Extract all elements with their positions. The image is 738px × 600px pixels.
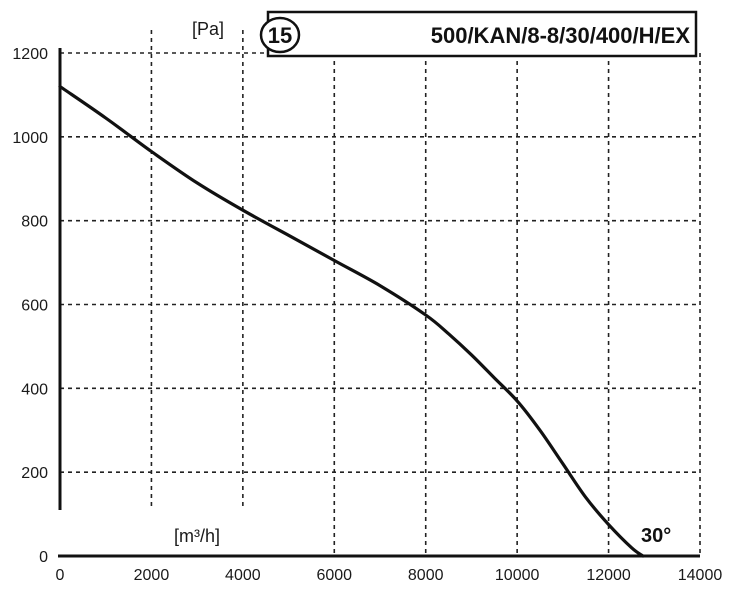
chart-grid	[60, 30, 701, 556]
x-tick-label-14000: 14000	[678, 567, 723, 584]
x-tick-label-0: 0	[56, 567, 65, 584]
x-tick-label-4000: 4000	[225, 567, 261, 584]
y-tick-label-800: 800	[21, 214, 48, 231]
y-tick-label-400: 400	[21, 381, 48, 398]
header-badge-number: 15	[268, 23, 292, 48]
x-tick-label-12000: 12000	[586, 567, 631, 584]
header-model-code: 500/KAN/8-8/30/400/H/EX	[431, 23, 691, 48]
series-label-30deg: 30°	[641, 525, 671, 547]
chart-series	[58, 84, 645, 558]
y-tick-label-200: 200	[21, 465, 48, 482]
x-tick-label-8000: 8000	[408, 567, 444, 584]
y-unit-background	[188, 16, 232, 40]
chart-header: 15 500/KAN/8-8/30/400/H/EX	[259, 10, 698, 58]
x-tick-labels: 0 2000 4000 6000 8000 10000 12000 14000	[56, 567, 723, 584]
x-axis-unit-label: [m³/h]	[174, 526, 220, 546]
y-tick-label-1200: 1200	[12, 46, 48, 63]
badge-oval	[259, 16, 301, 54]
x-tick-label-6000: 6000	[316, 567, 352, 584]
y-axis-unit-label: [Pa]	[192, 19, 224, 39]
y-tick-label-0: 0	[39, 549, 48, 566]
series-line-0	[58, 84, 645, 558]
x-unit-background	[170, 518, 242, 548]
header-box	[266, 10, 698, 58]
y-tick-labels: 0 200 400 600 800 1000 1200	[12, 46, 48, 566]
x-tick-label-10000: 10000	[495, 567, 540, 584]
y-tick-label-1000: 1000	[12, 130, 48, 147]
y-tick-label-600: 600	[21, 298, 48, 315]
chart-axes	[58, 48, 700, 558]
x-tick-label-2000: 2000	[134, 567, 170, 584]
